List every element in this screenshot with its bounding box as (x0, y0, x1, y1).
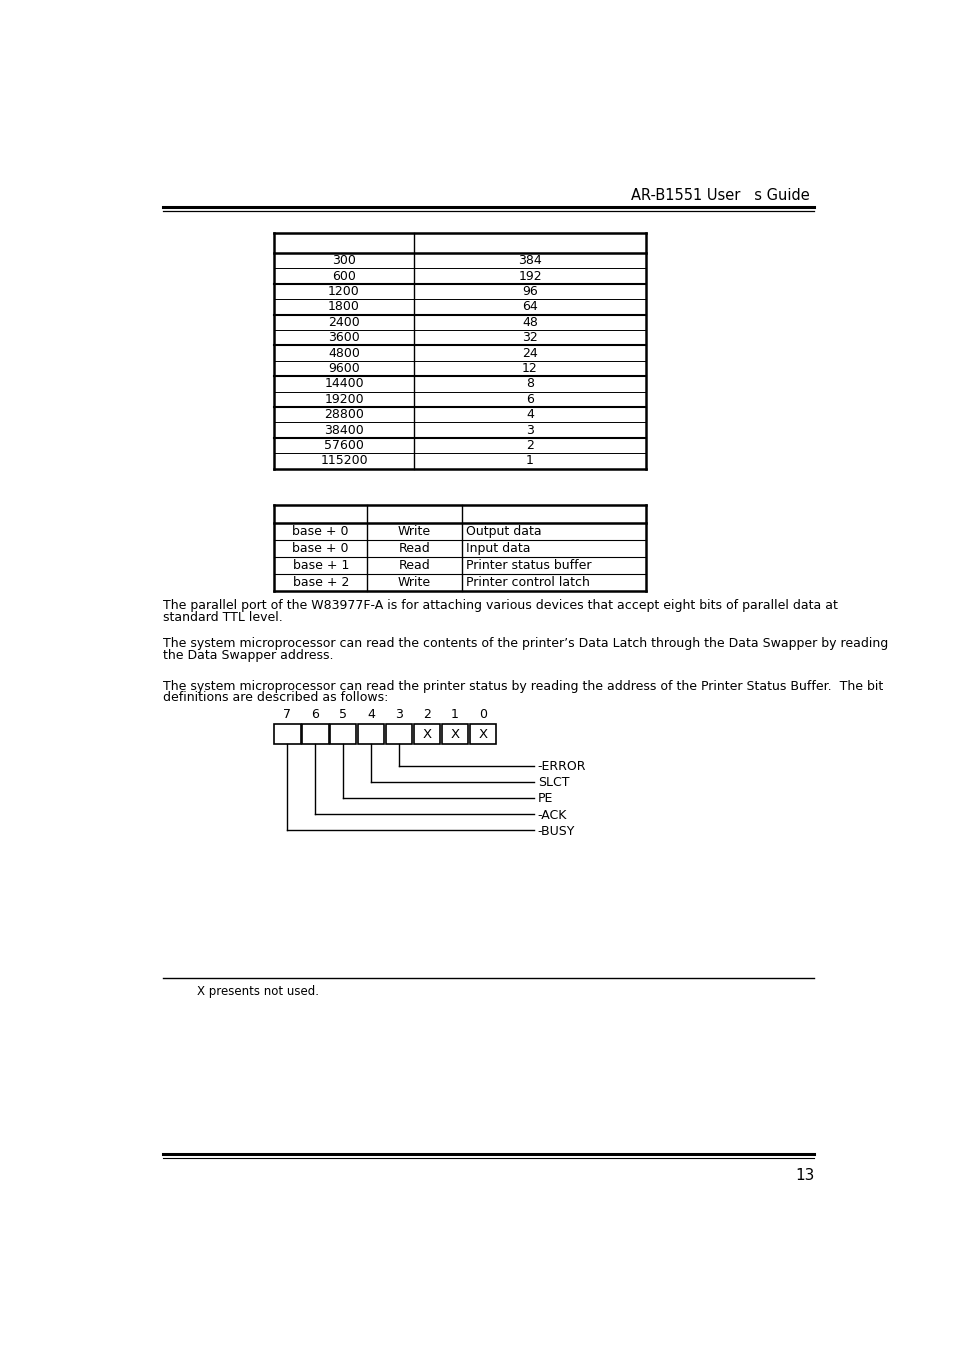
Text: the Data Swapper address.: the Data Swapper address. (163, 648, 334, 662)
Text: base + 0: base + 0 (293, 542, 349, 555)
Text: 3: 3 (525, 424, 534, 436)
Text: 12: 12 (521, 362, 537, 376)
Text: definitions are described as follows:: definitions are described as follows: (163, 692, 389, 704)
Text: -ERROR: -ERROR (537, 761, 586, 773)
Text: 28800: 28800 (324, 408, 363, 422)
Bar (330, 724, 356, 744)
Bar (274, 724, 300, 744)
Text: 5: 5 (339, 708, 347, 721)
Text: 600: 600 (332, 270, 355, 282)
Text: Printer status buffer: Printer status buffer (465, 559, 591, 571)
Text: 1: 1 (525, 454, 534, 467)
Text: 57600: 57600 (324, 439, 363, 453)
Text: 96: 96 (521, 285, 537, 299)
Text: 38400: 38400 (324, 424, 363, 436)
Text: 19200: 19200 (324, 393, 363, 405)
Text: -BUSY: -BUSY (537, 824, 575, 838)
Text: The parallel port of the W83977F-A is for attaching various devices that accept : The parallel port of the W83977F-A is fo… (163, 600, 838, 612)
Text: 2: 2 (525, 439, 534, 453)
Text: 6: 6 (311, 708, 319, 721)
Text: 3600: 3600 (328, 331, 359, 345)
Text: Write: Write (397, 526, 431, 538)
Text: Output data: Output data (465, 526, 540, 538)
Text: X: X (422, 728, 431, 740)
Text: 2: 2 (422, 708, 431, 721)
Text: 300: 300 (332, 254, 355, 267)
Text: 1200: 1200 (328, 285, 359, 299)
Text: 64: 64 (521, 300, 537, 313)
Text: 4800: 4800 (328, 347, 359, 359)
Text: 1800: 1800 (328, 300, 359, 313)
Text: base + 0: base + 0 (293, 526, 349, 538)
Text: 1: 1 (451, 708, 458, 721)
Text: -ACK: -ACK (537, 809, 566, 821)
Text: 4: 4 (367, 708, 375, 721)
Text: 6: 6 (525, 393, 534, 405)
Text: 32: 32 (521, 331, 537, 345)
Bar (357, 724, 384, 744)
Text: 48: 48 (521, 316, 537, 328)
Text: base + 1: base + 1 (293, 559, 349, 571)
Text: 4: 4 (525, 408, 534, 422)
Bar (385, 724, 412, 744)
Bar (441, 724, 468, 744)
Text: PE: PE (537, 793, 553, 805)
Text: 0: 0 (478, 708, 486, 721)
Text: Printer control latch: Printer control latch (465, 576, 589, 589)
Text: 24: 24 (521, 347, 537, 359)
Text: 3: 3 (395, 708, 402, 721)
Text: The system microprocessor can read the printer status by reading the address of : The system microprocessor can read the p… (163, 680, 882, 693)
Text: SLCT: SLCT (537, 777, 569, 789)
Text: X: X (477, 728, 487, 740)
Text: 13: 13 (794, 1167, 814, 1182)
Text: base + 2: base + 2 (293, 576, 349, 589)
Text: 9600: 9600 (328, 362, 359, 376)
Text: 7: 7 (283, 708, 291, 721)
Text: 2400: 2400 (328, 316, 359, 328)
Text: Input data: Input data (465, 542, 530, 555)
Text: 115200: 115200 (320, 454, 368, 467)
Bar (469, 724, 496, 744)
Text: AR-B1551 User   s Guide: AR-B1551 User s Guide (630, 188, 809, 203)
Text: The system microprocessor can read the contents of the printer’s Data Latch thro: The system microprocessor can read the c… (163, 638, 888, 650)
Text: Read: Read (398, 542, 430, 555)
Text: 14400: 14400 (324, 377, 363, 390)
Text: 8: 8 (525, 377, 534, 390)
Text: X presents not used.: X presents not used. (196, 985, 318, 998)
Text: standard TTL level.: standard TTL level. (163, 611, 283, 624)
Text: Read: Read (398, 559, 430, 571)
Text: Write: Write (397, 576, 431, 589)
Bar (302, 724, 328, 744)
Text: 384: 384 (517, 254, 541, 267)
Text: 192: 192 (517, 270, 541, 282)
Bar (414, 724, 439, 744)
Text: X: X (450, 728, 459, 740)
